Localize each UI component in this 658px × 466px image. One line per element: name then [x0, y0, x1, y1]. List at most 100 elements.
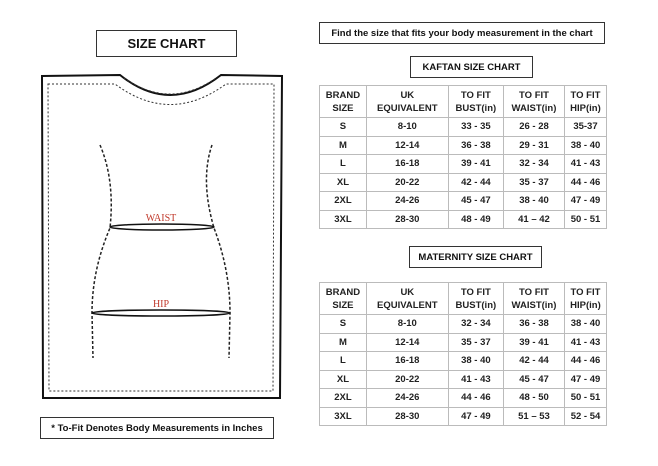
- header-line: HIP(in): [570, 102, 601, 114]
- table-cell: 38 - 40: [503, 191, 565, 211]
- table-cell: 16-18: [365, 154, 449, 174]
- body-contour-left: [91, 144, 112, 359]
- hip-measure-line: [91, 309, 231, 317]
- table-cell: 2XL: [319, 191, 367, 211]
- table-cell: 26 - 28: [503, 117, 565, 137]
- header-line: TO FIT: [460, 286, 491, 298]
- column-header: TO FIT WAIST(in): [503, 282, 565, 315]
- header-row: BRAND SIZE UK EQUIVALENT TO FIT BUST(in) TO FI…: [319, 282, 608, 315]
- column-header: BRAND SIZE: [319, 85, 367, 118]
- kaftan-size-table: BRAND SIZE UK EQUIVALENT TO FIT BUST(in) TO FI…: [319, 85, 608, 229]
- table-cell: 28-30: [365, 209, 449, 229]
- header-line: BUST(in): [455, 299, 497, 311]
- table-cell: 45 - 47: [503, 369, 565, 389]
- table-cell: 50 - 51: [563, 209, 608, 229]
- table-cell: M: [319, 332, 367, 352]
- header-line: EQUIVALENT: [377, 102, 438, 114]
- table-cell: 36 - 38: [447, 135, 505, 155]
- garment-stitch-line: [47, 83, 275, 392]
- table-cell: 32 - 34: [447, 314, 505, 334]
- header-line: SIZE: [332, 299, 354, 311]
- header-line: SIZE: [332, 102, 354, 114]
- table-cell: 44 - 46: [563, 351, 608, 371]
- table-row: 2XL 24-26 45 - 47 38 - 40 47 - 49: [319, 191, 608, 211]
- table-cell: 28-30: [365, 406, 449, 426]
- table-row: L 16-18 39 - 41 32 - 34 41 - 43: [319, 154, 608, 174]
- header-line: BRAND: [325, 286, 361, 298]
- column-header: TO FIT WAIST(in): [503, 85, 565, 118]
- table-cell: 38 - 40: [447, 351, 505, 371]
- column-header: UK EQUIVALENT: [365, 85, 449, 118]
- body-contour-right: [205, 144, 231, 359]
- measurement-note: * To-Fit Denotes Body Measurements in In…: [40, 417, 274, 439]
- column-header: UK EQUIVALENT: [365, 282, 449, 315]
- table-cell: 16-18: [365, 351, 449, 371]
- header-line: EQUIVALENT: [377, 299, 438, 311]
- table-cell: 47 - 49: [563, 191, 608, 211]
- header-line: BUST(in): [455, 102, 497, 114]
- header-line: WAIST(in): [511, 299, 557, 311]
- maternity-title: MATERNITY SIZE CHART: [409, 246, 542, 268]
- table-cell: 41 - 43: [563, 332, 608, 352]
- table-cell: XL: [319, 172, 367, 192]
- table-cell: 44 - 46: [447, 388, 505, 408]
- table-cell: 38 - 40: [563, 314, 608, 334]
- table-cell: 32 - 34: [503, 154, 565, 174]
- header-line: TO FIT: [570, 89, 601, 101]
- column-header: TO FIT BUST(in): [447, 282, 505, 315]
- size-chart-title: SIZE CHART: [96, 30, 237, 57]
- table-cell: 41 – 42: [503, 209, 565, 229]
- kaftan-title: KAFTAN SIZE CHART: [410, 56, 533, 78]
- header-line: UK: [400, 286, 415, 298]
- header-line: TO FIT: [570, 286, 601, 298]
- table-cell: 39 - 41: [503, 332, 565, 352]
- neck-stitch-line: [123, 77, 217, 95]
- table-cell: 24-26: [365, 191, 449, 211]
- table-cell: 39 - 41: [447, 154, 505, 174]
- table-cell: 29 - 31: [503, 135, 565, 155]
- table-cell: 48 - 50: [503, 388, 565, 408]
- table-cell: 24-26: [365, 388, 449, 408]
- header-line: TO FIT: [460, 89, 491, 101]
- table-row: S 8-10 32 - 34 36 - 38 38 - 40: [319, 314, 608, 334]
- table-row: L 16-18 38 - 40 42 - 44 44 - 46: [319, 351, 608, 371]
- table-cell: 20-22: [365, 172, 449, 192]
- instructions-header: Find the size that fits your body measur…: [319, 22, 605, 44]
- column-header: TO FIT HIP(in): [563, 282, 608, 315]
- table-cell: 38 - 40: [563, 135, 608, 155]
- header-line: HIP(in): [570, 299, 601, 311]
- header-line: UK: [400, 89, 415, 101]
- table-cell: 51 – 53: [503, 406, 565, 426]
- header-row: BRAND SIZE UK EQUIVALENT TO FIT BUST(in) TO FI…: [319, 85, 608, 118]
- table-cell: 35 - 37: [447, 332, 505, 352]
- table-cell: 12-14: [365, 135, 449, 155]
- table-cell: XL: [319, 369, 367, 389]
- table-cell: 8-10: [365, 314, 449, 334]
- table-cell: L: [319, 351, 367, 371]
- table-cell: 20-22: [365, 369, 449, 389]
- table-cell: 2XL: [319, 388, 367, 408]
- table-row: M 12-14 36 - 38 29 - 31 38 - 40: [319, 135, 608, 155]
- table-cell: 35-37: [563, 117, 608, 137]
- table-row: M 12-14 35 - 37 39 - 41 41 - 43: [319, 332, 608, 352]
- table-cell: 48 - 49: [447, 209, 505, 229]
- table-cell: 52 - 54: [563, 406, 608, 426]
- hip-label: HIP: [153, 299, 170, 310]
- table-cell: 47 - 49: [447, 406, 505, 426]
- table-cell: 45 - 47: [447, 191, 505, 211]
- header-line: TO FIT: [519, 286, 549, 298]
- table-cell: 50 - 51: [563, 388, 608, 408]
- column-header: TO FIT BUST(in): [447, 85, 505, 118]
- table-row: XL 20-22 41 - 43 45 - 47 47 - 49: [319, 369, 608, 389]
- table-cell: 44 - 46: [563, 172, 608, 192]
- table-cell: S: [319, 117, 367, 137]
- table-cell: M: [319, 135, 367, 155]
- table-cell: 35 - 37: [503, 172, 565, 192]
- table-cell: 41 - 43: [447, 369, 505, 389]
- table-cell: 41 - 43: [563, 154, 608, 174]
- table-row: XL 20-22 42 - 44 35 - 37 44 - 46: [319, 172, 608, 192]
- table-cell: 42 - 44: [447, 172, 505, 192]
- table-cell: 36 - 38: [503, 314, 565, 334]
